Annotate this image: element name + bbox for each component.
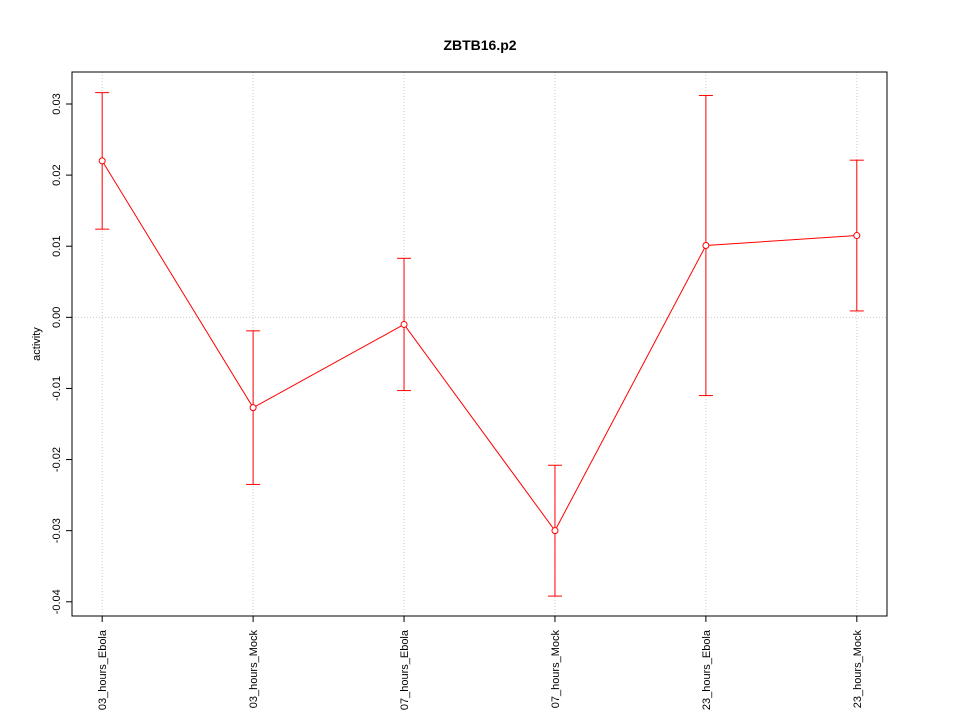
x-tick-label: 07_hours_Ebola	[399, 629, 411, 710]
y-axis-label: activity	[31, 327, 43, 361]
y-tick-label: 0.03	[51, 93, 63, 114]
y-tick-label: -0.03	[51, 518, 63, 543]
y-tick-label: -0.04	[51, 589, 63, 614]
x-tick-label: 07_hours_Mock	[550, 630, 562, 709]
y-tick-label: 0.00	[51, 307, 63, 328]
plot-frame	[71, 71, 888, 617]
y-tick-label: 0.02	[51, 164, 63, 185]
x-tick-label: 23_hours_Mock	[852, 630, 864, 709]
y-tick-label: -0.02	[51, 447, 63, 472]
point	[98, 157, 106, 165]
point	[702, 242, 710, 250]
point	[551, 527, 559, 535]
x-tick-label: 03_hours_Ebola	[97, 629, 109, 710]
point	[853, 232, 861, 240]
chart-title: ZBTB16.p2	[443, 37, 516, 53]
line	[101, 160, 857, 532]
y-tick-label: 0.01	[51, 236, 63, 257]
x-tick-label: 03_hours_Mock	[248, 630, 260, 709]
y-tick-label: -0.01	[51, 376, 63, 401]
point	[249, 404, 257, 412]
x-tick-label: 23_hours_Ebola	[701, 629, 713, 710]
point	[400, 320, 408, 328]
